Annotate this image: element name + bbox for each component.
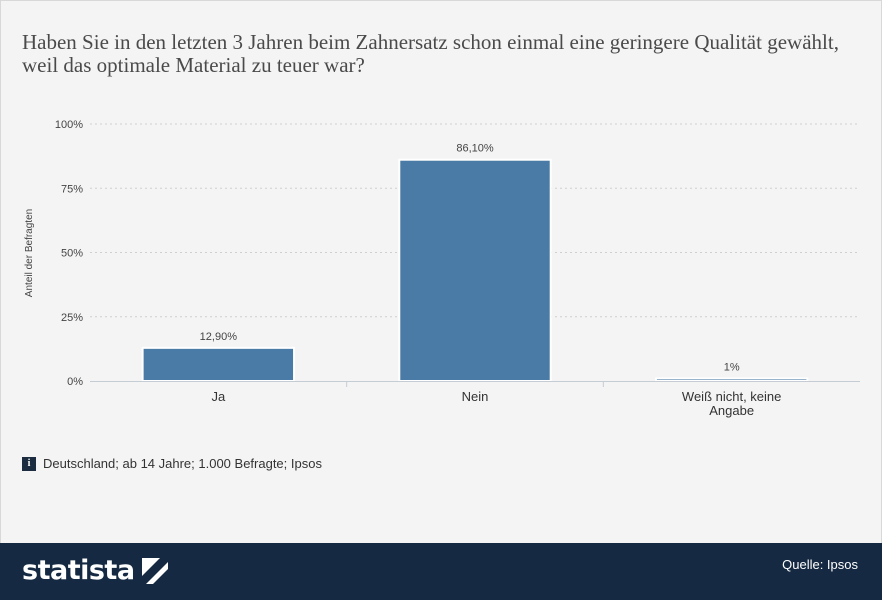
bar[interactable] bbox=[654, 377, 809, 382]
y-axis-label: Anteil der Befragten bbox=[24, 209, 35, 297]
data-label: 12,90% bbox=[200, 331, 238, 343]
x-tick-label: Angabe bbox=[709, 403, 754, 418]
x-tick-label: Weiß nicht, keine bbox=[682, 389, 781, 404]
note-text: Deutschland; ab 14 Jahre; 1.000 Befragte… bbox=[43, 456, 322, 471]
x-tick-label: Nein bbox=[462, 389, 489, 404]
data-label: 86,10% bbox=[456, 143, 494, 155]
brand-name: statista bbox=[22, 555, 135, 586]
data-label: 1% bbox=[724, 361, 740, 373]
footer: statista Quelle: Ipsos bbox=[0, 543, 882, 600]
y-tick-label: 0% bbox=[67, 376, 83, 388]
bar[interactable] bbox=[141, 346, 296, 382]
bars bbox=[141, 158, 809, 382]
chart-title: Haben Sie in den letzten 3 Jahren beim Z… bbox=[22, 30, 839, 77]
chart-note: i Deutschland; ab 14 Jahre; 1.000 Befrag… bbox=[22, 456, 322, 471]
y-tick-label: 50% bbox=[61, 248, 83, 260]
info-icon[interactable]: i bbox=[22, 456, 36, 471]
y-tick-label: 100% bbox=[55, 119, 83, 131]
axes: 0% 25% 50% 75% 100% Ja Nein Weiß nicht, keineAn… bbox=[55, 119, 860, 418]
bar[interactable] bbox=[398, 158, 552, 382]
y-tick-label: 75% bbox=[61, 183, 83, 195]
statista-logo-icon bbox=[141, 557, 168, 584]
bar-chart: 12,90% 86,10% 1% 0% 25% 50% 75% 100% Ja Nein Weiß… bbox=[24, 119, 860, 418]
y-tick-label: 25% bbox=[61, 312, 83, 324]
statista-logo[interactable]: statista bbox=[22, 555, 168, 586]
data-labels: 12,90% 86,10% 1% bbox=[200, 143, 740, 374]
source-text: Quelle: Ipsos bbox=[782, 557, 858, 572]
x-tick-label: Ja bbox=[211, 389, 226, 404]
